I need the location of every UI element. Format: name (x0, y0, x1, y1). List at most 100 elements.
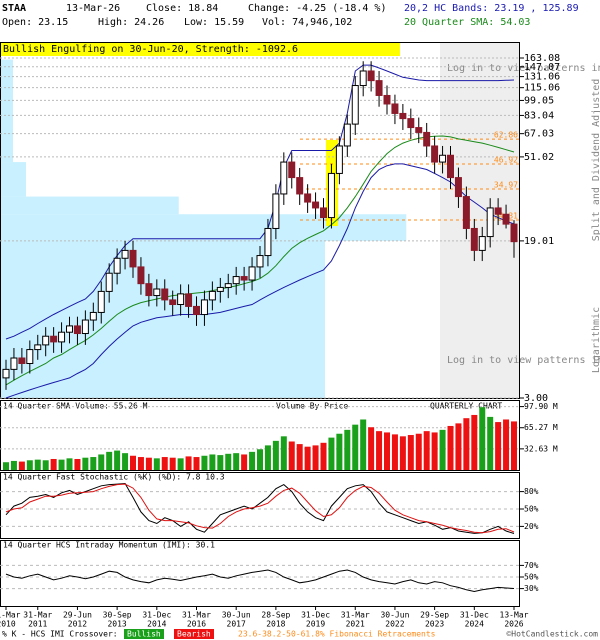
x-tick-label: 2021 (346, 620, 365, 629)
y-tick-label: 131.06 (524, 72, 560, 83)
x-tick-label: 2012 (68, 620, 87, 629)
candle-body (312, 201, 320, 209)
volume-bar (209, 454, 216, 470)
candle-body (161, 288, 169, 301)
fibonacci-label: 62.86 (494, 131, 518, 140)
volume-bar (193, 457, 200, 470)
x-tick-label: 2023 (425, 620, 444, 629)
candle-body (351, 85, 359, 125)
candle-body (304, 193, 312, 203)
candle-body (216, 286, 224, 292)
candle-body (256, 255, 264, 268)
volume-bar (34, 459, 41, 470)
x-tick-label: 31-Dec (142, 611, 171, 620)
locked-note: Log in to view patterns in this area (447, 63, 600, 74)
candle-body (375, 80, 383, 96)
fibonacci-label: 34.97 (494, 181, 518, 190)
candle-body (97, 290, 105, 313)
sma-label: 20 Quarter SMA: 54.03 (404, 17, 530, 28)
candle-body (510, 223, 518, 243)
volume-bar (415, 433, 422, 470)
candle-body (73, 325, 81, 335)
x-tick-label: 2013 (107, 620, 126, 629)
volume-bar (122, 453, 129, 470)
volume-bar (264, 445, 271, 470)
candle-body (89, 311, 97, 321)
y-tick-label: 83.04 (524, 110, 554, 121)
pattern-banner (0, 42, 400, 56)
candle-body (18, 357, 26, 364)
y-tick-label: 51.02 (524, 152, 554, 163)
candle-body (478, 236, 486, 251)
candle-body (320, 207, 327, 219)
x-tick-label: 31-Mar (182, 611, 211, 620)
y-tick-label: 115.06 (524, 83, 560, 94)
candle-body (169, 299, 177, 306)
candle-body (280, 161, 288, 195)
candle-body (153, 288, 161, 297)
volume-bar (177, 458, 184, 470)
volume-bar (82, 457, 89, 470)
y-tick-label: 147.07 (524, 62, 560, 73)
volume-bar (257, 449, 263, 470)
volume-bar (407, 435, 414, 470)
x-tick-label: 31-Dec (460, 611, 489, 620)
volume: Vol: 74,946,102 (262, 17, 352, 28)
volume-bar (304, 446, 311, 470)
candle-body (145, 283, 153, 297)
y-tick-label: 30% (524, 584, 539, 593)
volume-bar (376, 431, 383, 470)
volume-bar (201, 455, 208, 470)
volume-bar (137, 457, 144, 470)
volume-bar (503, 419, 510, 470)
x-tick-label: 2026 (504, 620, 523, 629)
x-tick-label: 2024 (465, 620, 484, 629)
volume-bar (3, 462, 9, 470)
y-tick-label: 99.05 (524, 95, 554, 106)
candle-body (177, 293, 185, 306)
x-tick-label: 31-Dec (301, 611, 330, 620)
volume-bar (58, 459, 65, 470)
candle-body (327, 172, 335, 219)
volume-bar (328, 437, 335, 470)
volume-bar (249, 451, 256, 470)
change: Change: -4.25 (-18.4 %) (248, 3, 386, 14)
candle-body (494, 207, 502, 215)
candle-body (343, 123, 351, 147)
volume-bar (431, 432, 438, 470)
candle-body (129, 249, 137, 268)
panel-title: 14 Quarter Fast Stochastic (%K) (%D): 7.… (3, 473, 225, 482)
y-tick-label: 65.27 M (524, 423, 558, 432)
panel-title: 14 Quarter HCS Intraday Momentum (IMI): … (3, 541, 215, 550)
x-tick-label: 30-Jun (222, 611, 251, 620)
locked-note: Log in to view patterns in this area (447, 355, 600, 366)
volume-bar (185, 456, 192, 470)
volume-bar (352, 424, 359, 470)
open: Open: 23.15 (2, 17, 68, 28)
volume-bar (280, 436, 287, 470)
candle-body (58, 331, 66, 343)
candle-body (34, 344, 42, 351)
candle-body (2, 368, 10, 379)
candle-body (454, 177, 462, 198)
footer-site: ©HotCandlestick.com (506, 630, 598, 639)
candle-body (232, 276, 240, 285)
volume-bar (74, 458, 81, 470)
candle-body (383, 94, 391, 105)
volume-bar (272, 440, 279, 470)
candle-body (66, 325, 73, 333)
candle-body (272, 193, 280, 229)
volume-bar (42, 460, 49, 470)
x-tick-label: 31-Mar (341, 611, 370, 620)
volume-bar (161, 457, 168, 470)
candle-body (391, 103, 399, 114)
candle-body (193, 305, 200, 316)
price-panel (0, 42, 520, 398)
candle-body (296, 177, 304, 195)
x-tick-label: 30-Jun (380, 611, 409, 620)
x-tick-label: 2014 (147, 620, 166, 629)
x-tick-label: 2016 (187, 620, 206, 629)
series-line (5, 163, 515, 399)
candle-body (200, 299, 208, 316)
